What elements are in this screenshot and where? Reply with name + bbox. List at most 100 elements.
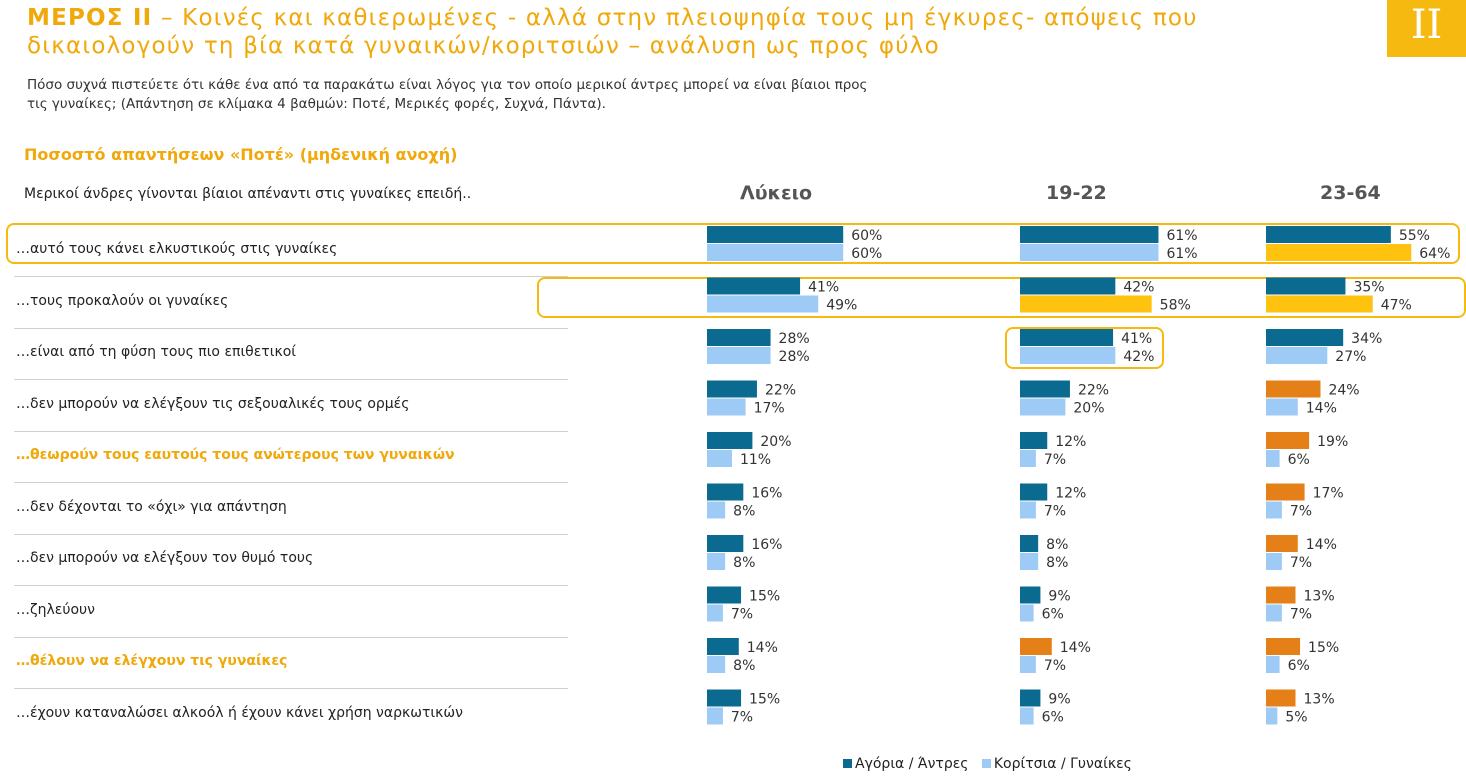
bar-value-label: 12% xyxy=(1055,434,1086,450)
bar-value-label: 7% xyxy=(1290,555,1312,571)
bar-value-label: 9% xyxy=(1048,589,1070,605)
group-header-lykeio: Λύκειο xyxy=(740,182,813,204)
bar-value-label: 34% xyxy=(1351,331,1382,347)
bar xyxy=(707,398,746,416)
bar xyxy=(1020,380,1070,398)
bar xyxy=(1266,535,1298,552)
row-separator xyxy=(14,379,568,380)
bar-value-label: 24% xyxy=(1328,383,1359,399)
category-label: …έχουν καταναλώσει αλκοόλ ή έχουν κάνει … xyxy=(16,704,463,721)
bar-value-label: 41% xyxy=(808,280,839,296)
bar xyxy=(1266,347,1328,364)
bar xyxy=(1266,277,1346,295)
bar xyxy=(1266,638,1301,655)
bar xyxy=(1266,656,1280,673)
bar xyxy=(1020,656,1036,673)
bar xyxy=(1020,244,1159,261)
question-text: Πόσο συχνά πιστεύετε ότι κάθε ένα από τα… xyxy=(27,77,868,112)
row-separator xyxy=(14,328,568,329)
bar-value-label: 12% xyxy=(1055,486,1086,502)
bar-value-label: 60% xyxy=(851,246,882,262)
highlight-box-19-22-row-3 xyxy=(1005,327,1164,369)
bar xyxy=(1020,347,1116,364)
bar xyxy=(1266,689,1296,707)
bar xyxy=(1020,432,1048,449)
bar xyxy=(707,347,771,364)
bar-value-label: 61% xyxy=(1166,228,1197,244)
bar-value-label: 49% xyxy=(826,298,857,314)
bar xyxy=(707,501,726,519)
bar-value-label: 27% xyxy=(1335,349,1366,365)
bar xyxy=(1020,501,1036,519)
legend-male-label: Αγόρια / Άντρες xyxy=(855,756,969,772)
bar-value-label: 6% xyxy=(1288,658,1310,674)
bar-value-label: 47% xyxy=(1381,298,1412,314)
bar-value-label: 15% xyxy=(1308,640,1339,656)
row-separator xyxy=(14,534,568,535)
row-separator xyxy=(14,482,568,483)
bar xyxy=(1020,277,1116,295)
bar-value-label: 9% xyxy=(1048,692,1070,708)
bar xyxy=(1020,553,1039,570)
bar xyxy=(1020,638,1052,655)
bar xyxy=(1266,226,1391,243)
section-title: Ποσοστό απαντήσεων «Ποτέ» (μηδενική ανοχ… xyxy=(24,145,458,164)
bar xyxy=(707,244,844,261)
bar-value-label: 55% xyxy=(1399,228,1430,244)
bar xyxy=(1020,535,1039,552)
bar xyxy=(1020,689,1041,707)
bar xyxy=(1020,483,1048,501)
bar-value-label: 42% xyxy=(1123,349,1154,365)
bar xyxy=(707,707,723,725)
bar xyxy=(707,432,753,449)
bar xyxy=(1266,707,1278,725)
bar-value-label: 35% xyxy=(1353,280,1384,296)
bar xyxy=(707,295,819,313)
bar-value-label: 14% xyxy=(747,640,778,656)
bar-value-label: 13% xyxy=(1304,692,1335,708)
bar xyxy=(1266,483,1305,501)
bar-value-label: 8% xyxy=(733,504,755,520)
bar xyxy=(1266,295,1373,313)
bar xyxy=(707,483,744,501)
bar xyxy=(707,450,732,467)
bar xyxy=(1020,604,1034,622)
bar-value-label: 61% xyxy=(1166,246,1197,262)
category-label: …θεωρούν τους εαυτούς τους ανώτερους των… xyxy=(16,447,455,463)
bar-value-label: 7% xyxy=(731,710,753,726)
highlight-box-row-2 xyxy=(537,277,1466,318)
bar-value-label: 28% xyxy=(779,349,810,365)
bar-value-label: 20% xyxy=(760,434,791,450)
bar xyxy=(707,656,726,673)
bar xyxy=(1266,553,1282,570)
bar-value-label: 15% xyxy=(749,589,780,605)
bar-value-label: 17% xyxy=(754,401,785,417)
bar-value-label: 8% xyxy=(733,555,755,571)
statement-header: Μερικοί άνδρες γίνονται βίαιοι απέναντι … xyxy=(24,186,472,202)
bar-value-label: 22% xyxy=(1078,383,1109,399)
bar-value-label: 8% xyxy=(1046,537,1068,553)
bar xyxy=(1266,244,1412,261)
legend-female-label: Κορίτσια / Γυναίκες xyxy=(993,756,1132,772)
page-title: ΜΕΡΟΣ ΙΙ – Κοινές και καθιερωμένες - αλλ… xyxy=(27,4,1357,60)
bar-value-label: 7% xyxy=(731,607,753,623)
bar-value-label: 7% xyxy=(1044,452,1066,468)
category-label: …είναι από τη φύση τους πιο επιθετικοί xyxy=(16,344,297,360)
category-label: …δεν δέχονται το «όχι» για απάντηση xyxy=(16,498,287,515)
section-badge: ΙΙ xyxy=(1387,0,1466,57)
bar xyxy=(707,553,726,570)
bar-value-label: 42% xyxy=(1123,280,1154,296)
category-label: …δεν μπορούν να ελέγξουν τις σεξουαλικές… xyxy=(16,395,410,412)
bar-value-label: 15% xyxy=(749,692,780,708)
bar-value-label: 22% xyxy=(765,383,796,399)
bar-value-label: 6% xyxy=(1288,452,1310,468)
bar-value-label: 14% xyxy=(1306,537,1337,553)
row-separator xyxy=(14,637,568,638)
bar-value-label: 16% xyxy=(751,537,782,553)
bar-value-label: 58% xyxy=(1160,298,1191,314)
bar xyxy=(1020,398,1066,416)
bar xyxy=(707,329,771,346)
bar xyxy=(1020,450,1036,467)
bar xyxy=(1020,226,1159,243)
